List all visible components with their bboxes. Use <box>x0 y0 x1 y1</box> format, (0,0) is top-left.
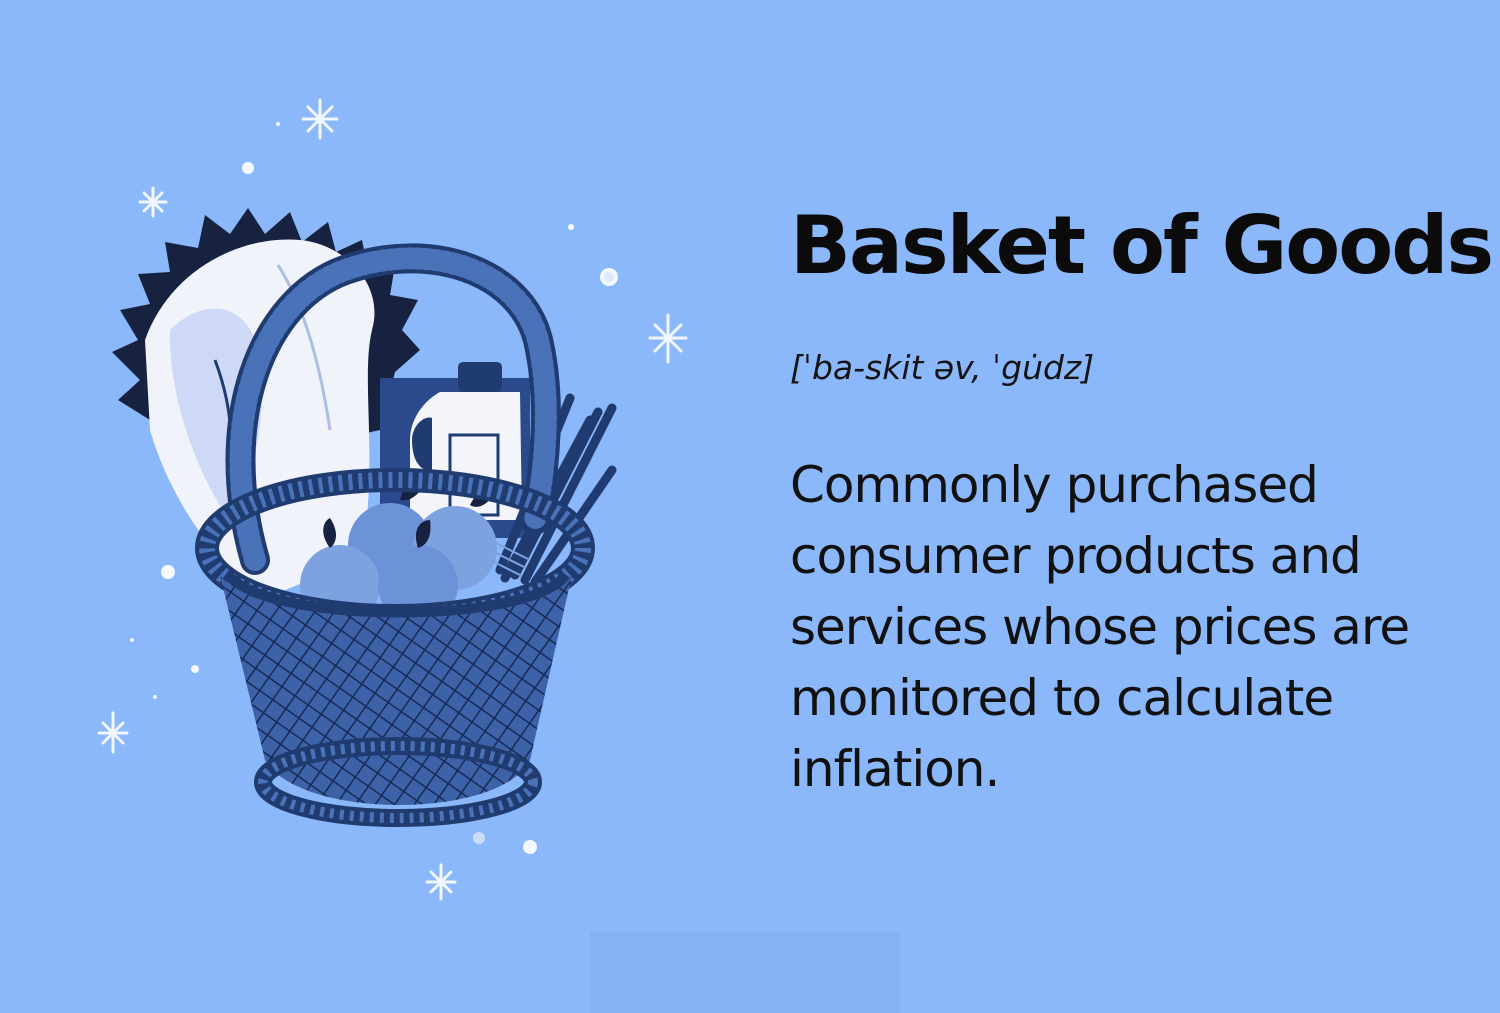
grocery-basket-icon <box>97 98 688 901</box>
sparkle-icon <box>97 98 688 901</box>
definition-text: Commonly purchased consumer products and… <box>790 456 1410 798</box>
caption-bar <box>590 932 900 1013</box>
basket-handle <box>225 243 561 575</box>
bread-bag-icon <box>145 239 375 600</box>
pronunciation-text: [ˈba-skit əv, ˈgu̇dz] <box>790 348 1095 387</box>
page-title: Basket of Goods <box>790 199 1494 292</box>
